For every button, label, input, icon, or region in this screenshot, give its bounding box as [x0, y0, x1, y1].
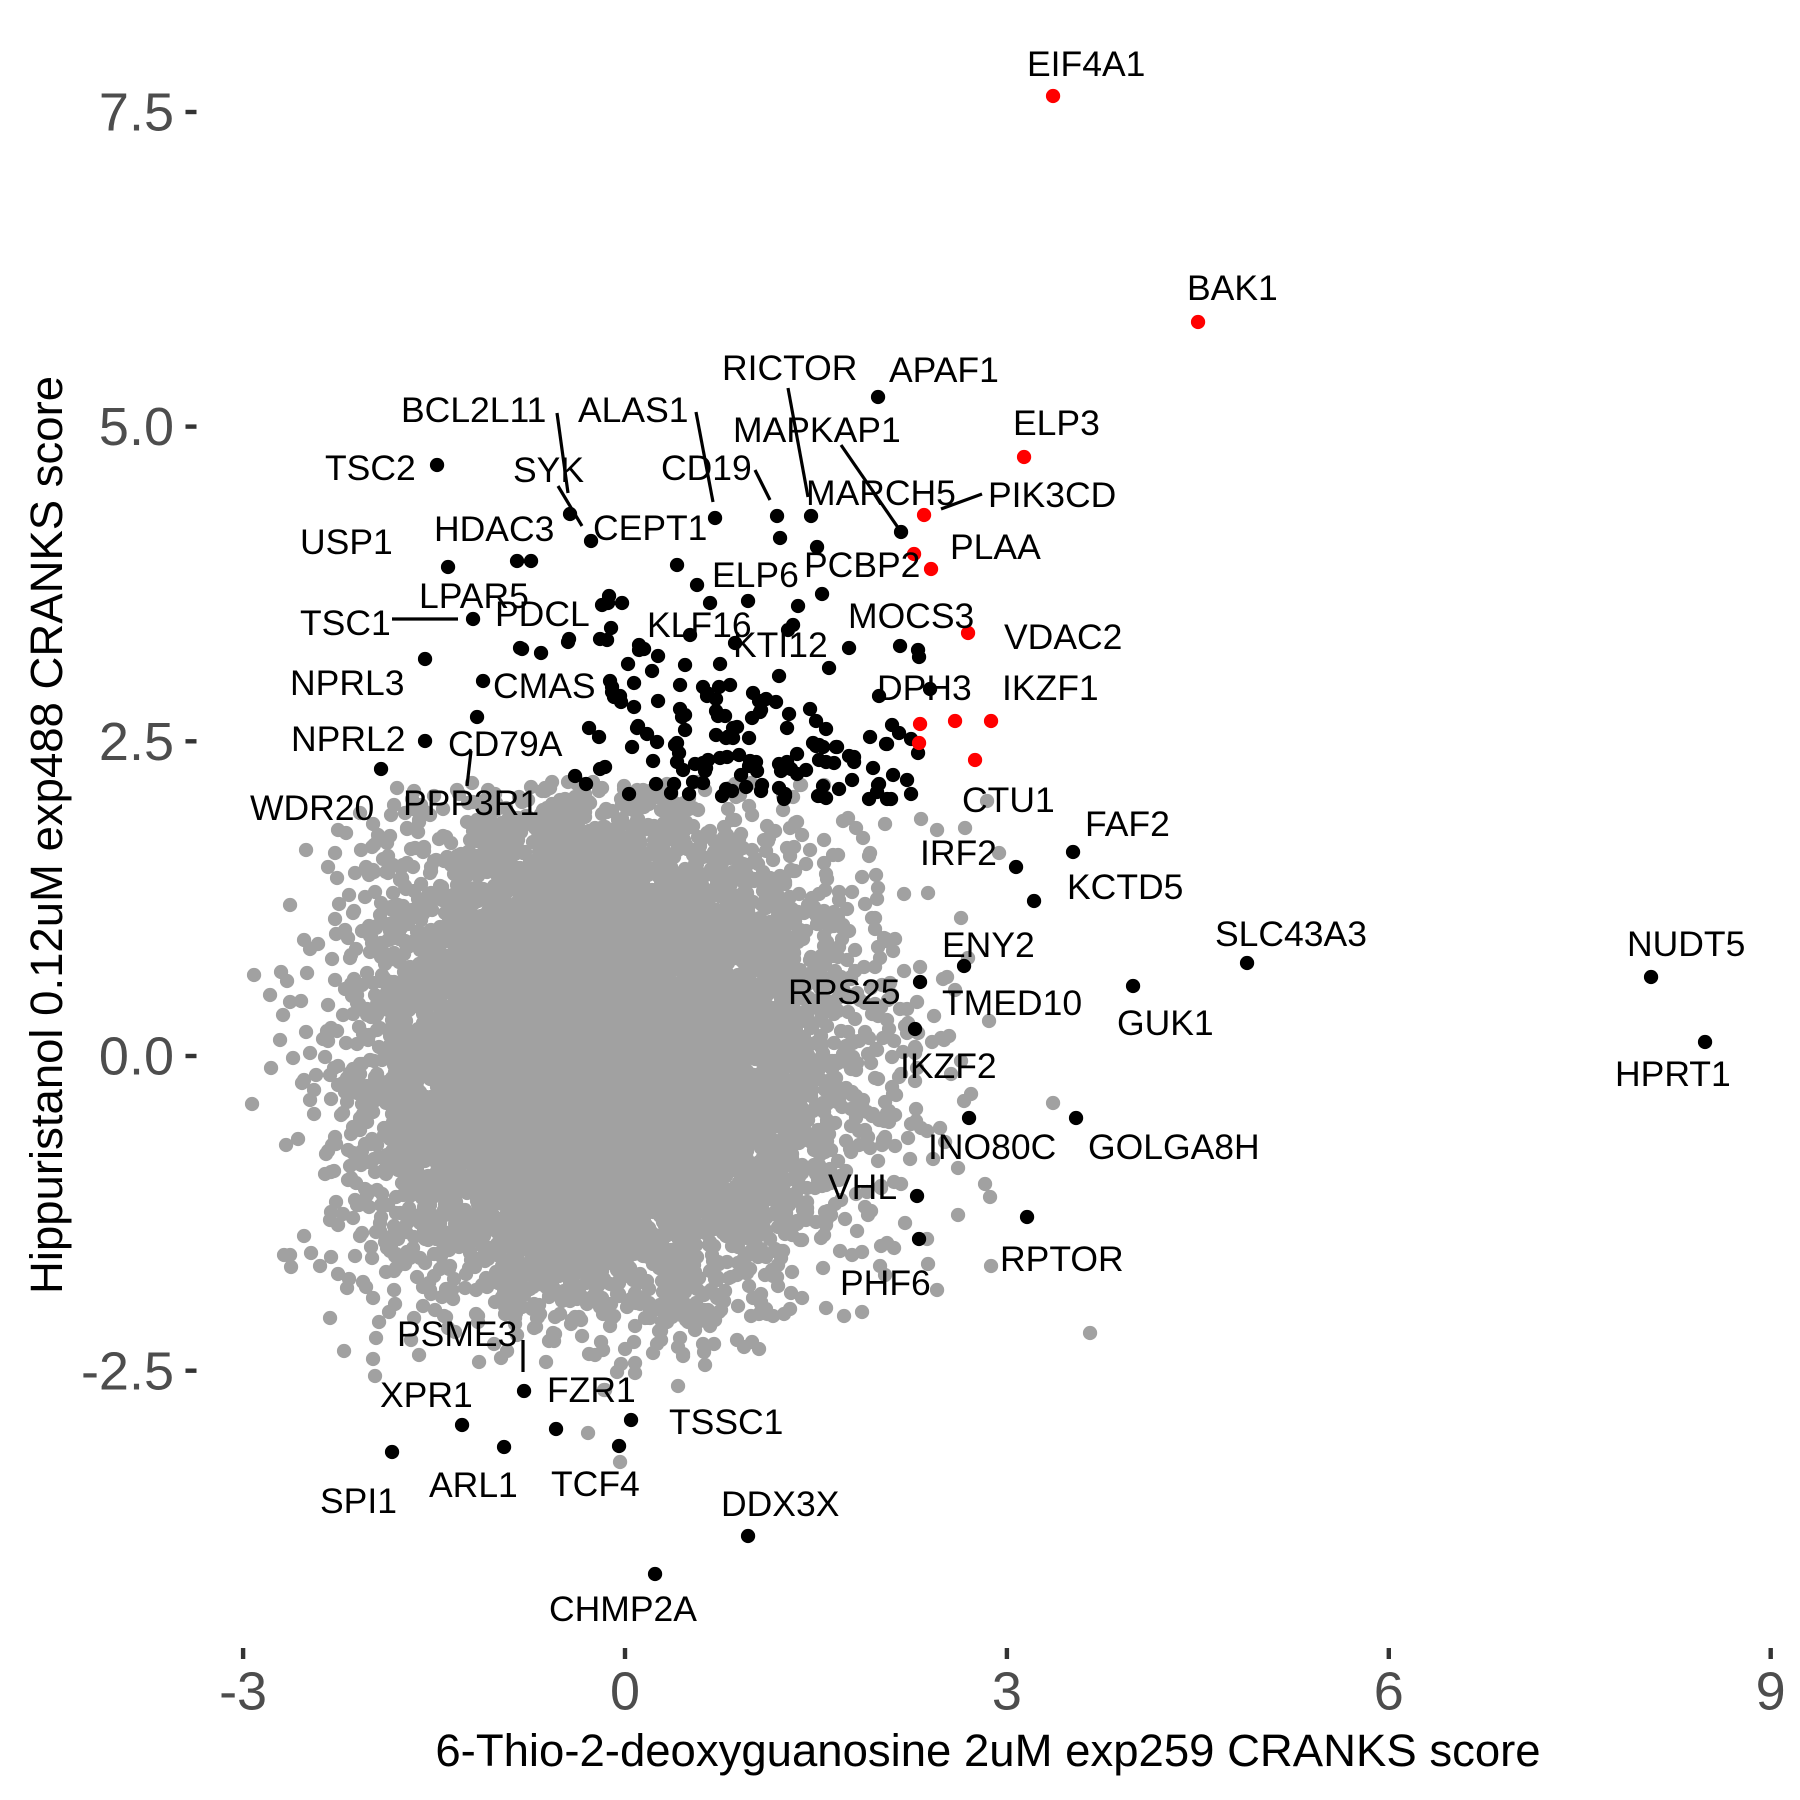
svg-text:LPAR5: LPAR5 [419, 576, 529, 616]
svg-text:RPTOR: RPTOR [1000, 1239, 1124, 1279]
svg-text:MOCS3: MOCS3 [848, 596, 974, 636]
svg-text:RPS25: RPS25 [788, 972, 900, 1012]
svg-text:WDR20: WDR20 [250, 788, 374, 828]
svg-text:0: 0 [610, 1662, 640, 1722]
svg-text:HPRT1: HPRT1 [1615, 1054, 1731, 1094]
svg-text:9: 9 [1756, 1662, 1786, 1722]
svg-text:PCBP2: PCBP2 [804, 545, 920, 585]
svg-text:Hippuristanol 0.12uM exp488 CR: Hippuristanol 0.12uM exp488 CRANKS score [21, 376, 72, 1294]
svg-text:SYK: SYK [513, 450, 584, 490]
svg-text:SLC43A3: SLC43A3 [1215, 914, 1367, 954]
svg-text:MARCH5: MARCH5 [806, 473, 956, 513]
svg-text:ENY2: ENY2 [942, 925, 1035, 965]
svg-text:IKZF2: IKZF2 [900, 1046, 997, 1086]
svg-text:XPR1: XPR1 [380, 1375, 473, 1415]
svg-text:RICTOR: RICTOR [722, 348, 857, 388]
svg-text:-2.5: -2.5 [81, 1341, 174, 1401]
svg-text:KTI12: KTI12 [733, 625, 828, 665]
svg-text:PDCL: PDCL [495, 594, 590, 634]
svg-text:TCF4: TCF4 [551, 1464, 640, 1504]
svg-text:PPP3R1: PPP3R1 [403, 783, 539, 823]
svg-text:CHMP2A: CHMP2A [549, 1589, 697, 1629]
svg-text:VHL: VHL [828, 1167, 897, 1207]
svg-text:2.5: 2.5 [99, 712, 174, 772]
svg-text:HDAC3: HDAC3 [434, 509, 554, 549]
svg-text:CD79A: CD79A [448, 724, 563, 764]
svg-text:CMAS: CMAS [493, 666, 596, 706]
svg-text:3: 3 [992, 1662, 1022, 1722]
svg-text:TMED10: TMED10 [942, 983, 1082, 1023]
svg-text:GOLGA8H: GOLGA8H [1088, 1127, 1260, 1167]
svg-text:VDAC2: VDAC2 [1004, 617, 1122, 657]
svg-text:CEPT1: CEPT1 [593, 508, 707, 548]
svg-text:NPRL2: NPRL2 [291, 719, 405, 759]
svg-text:PHF6: PHF6 [840, 1263, 931, 1303]
svg-text:CTU1: CTU1 [962, 780, 1055, 820]
svg-text:0.0: 0.0 [99, 1027, 174, 1087]
svg-text:FZR1: FZR1 [547, 1370, 636, 1410]
svg-text:ARL1: ARL1 [429, 1465, 518, 1505]
svg-text:ELP6: ELP6 [712, 555, 799, 595]
svg-text:SPI1: SPI1 [320, 1481, 397, 1521]
svg-text:PSME3: PSME3 [397, 1314, 517, 1354]
svg-text:7.5: 7.5 [99, 83, 174, 143]
svg-text:TSSC1: TSSC1 [669, 1402, 783, 1442]
svg-text:5.0: 5.0 [99, 397, 174, 457]
svg-text:PLAA: PLAA [950, 527, 1041, 567]
svg-text:CD19: CD19 [661, 448, 752, 488]
svg-text:GUK1: GUK1 [1117, 1003, 1214, 1043]
svg-text:FAF2: FAF2 [1085, 804, 1170, 844]
svg-text:INO80C: INO80C [928, 1127, 1056, 1167]
svg-text:6: 6 [1374, 1662, 1404, 1722]
svg-text:ALAS1: ALAS1 [578, 390, 689, 430]
svg-text:PIK3CD: PIK3CD [988, 475, 1116, 515]
svg-text:APAF1: APAF1 [889, 350, 999, 390]
svg-text:BAK1: BAK1 [1187, 268, 1278, 308]
svg-text:DDX3X: DDX3X [721, 1484, 839, 1524]
svg-text:BCL2L11: BCL2L11 [401, 390, 546, 430]
svg-text:IKZF1: IKZF1 [1002, 668, 1099, 708]
svg-text:TSC1: TSC1 [300, 603, 391, 643]
svg-text:NUDT5: NUDT5 [1627, 924, 1745, 964]
svg-text:TSC2: TSC2 [325, 448, 416, 488]
svg-text:-3: -3 [219, 1662, 267, 1722]
svg-text:DPH3: DPH3 [877, 668, 972, 708]
svg-text:ELP3: ELP3 [1013, 403, 1100, 443]
svg-text:KCTD5: KCTD5 [1067, 867, 1183, 907]
svg-text:KLF16: KLF16 [647, 605, 752, 645]
svg-text:EIF4A1: EIF4A1 [1027, 44, 1145, 84]
svg-text:IRF2: IRF2 [920, 833, 997, 873]
svg-text:USP1: USP1 [300, 522, 393, 562]
svg-text:6-Thio-2-deoxyguanosine 2uM ex: 6-Thio-2-deoxyguanosine 2uM exp259 CRANK… [435, 1725, 1540, 1776]
svg-text:NPRL3: NPRL3 [290, 663, 404, 703]
svg-text:MAPKAP1: MAPKAP1 [733, 410, 901, 450]
